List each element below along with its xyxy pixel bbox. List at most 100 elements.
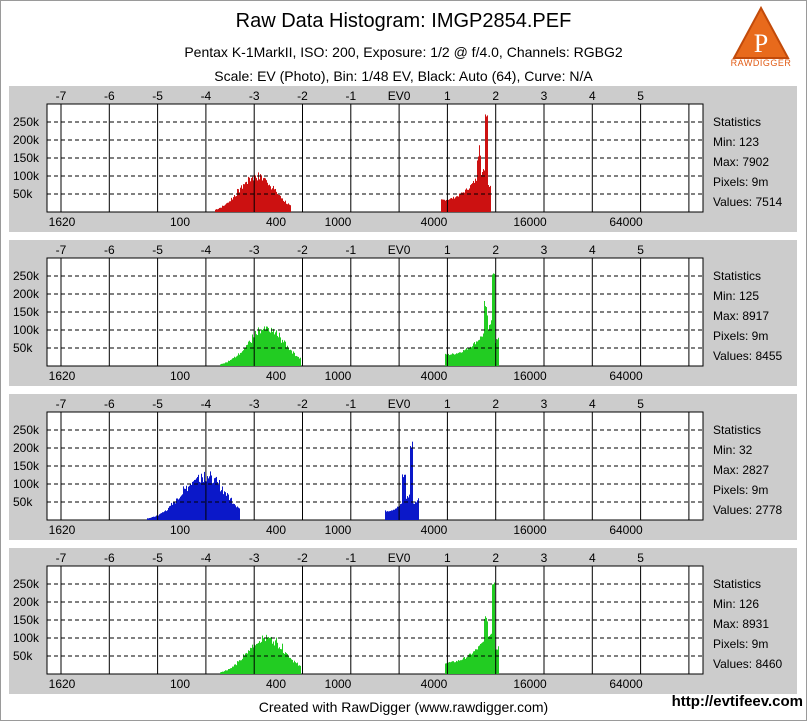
histogram-bar <box>283 200 284 212</box>
histogram-bar <box>412 441 413 520</box>
histogram-bar <box>193 481 194 520</box>
histogram-bar <box>454 354 455 366</box>
histogram-bar <box>482 642 483 674</box>
histogram-bar <box>191 484 192 520</box>
histogram-bar <box>494 582 495 674</box>
histogram-bar <box>490 324 491 366</box>
y-tick-label: 200k <box>13 441 40 455</box>
histogram-bar <box>279 647 280 674</box>
value-tick-label: 64000 <box>609 677 643 691</box>
histogram-bar <box>271 189 272 212</box>
histogram-bar <box>208 478 209 520</box>
histogram-bar <box>264 177 265 212</box>
histogram-bar <box>218 208 219 212</box>
histogram-bar <box>485 616 486 674</box>
histogram-bar <box>451 354 452 366</box>
histogram-bar <box>298 356 299 366</box>
histogram-bar <box>295 356 296 366</box>
histogram-panel-b: 250k 200k 150k 100k 50k -7 -6 -5 -4 -3 -2 -1 EV0 1 2 3 4… <box>9 394 797 540</box>
ev-tick-label: 1 <box>444 89 451 103</box>
histogram-bar <box>221 207 222 212</box>
histogram-bar <box>222 486 223 520</box>
histogram-bar <box>270 637 271 674</box>
histogram-bar <box>457 661 458 674</box>
histogram-bar <box>235 505 236 520</box>
histogram-bar <box>290 657 291 674</box>
histogram-bar <box>473 180 474 212</box>
stat-max: Max: 8931 <box>713 617 770 631</box>
histogram-bar <box>458 196 459 212</box>
y-tick-label: 50k <box>13 649 33 663</box>
histogram-bar <box>487 115 488 212</box>
histogram-bar <box>294 660 295 674</box>
ev-tick-label: 4 <box>589 551 596 565</box>
histogram-bar <box>287 654 288 674</box>
footer-credit[interactable]: Created with RawDigger (www.rawdigger.co… <box>258 699 549 715</box>
value-tick-label: 4000 <box>421 215 448 229</box>
histogram-bar <box>468 189 469 212</box>
y-tick-label: 150k <box>13 305 40 319</box>
histogram-bar <box>165 510 166 520</box>
y-tick-label: 100k <box>13 477 40 491</box>
histogram-bar <box>473 343 474 366</box>
histogram-bar <box>238 507 239 520</box>
histogram-bar <box>452 353 453 366</box>
histogram-bar <box>489 186 490 212</box>
histogram-bar <box>490 634 491 674</box>
histogram-bar <box>223 671 224 674</box>
value-tick-label: 16000 <box>513 215 547 229</box>
value-tick-label: 4000 <box>421 677 448 691</box>
histogram-bar <box>292 353 293 366</box>
histogram-bar <box>290 349 291 366</box>
histogram-bar <box>479 339 480 366</box>
histogram-bar <box>255 330 256 366</box>
histogram-bar <box>279 332 280 366</box>
histogram-bar <box>252 644 253 674</box>
histogram-bar <box>458 660 459 674</box>
stat-max: Max: 8917 <box>713 309 770 323</box>
histogram-bar <box>235 664 236 674</box>
histogram-bar <box>236 195 237 212</box>
histogram-bars <box>220 273 499 366</box>
histogram-bar <box>232 358 233 366</box>
histogram-bar <box>446 663 447 674</box>
histogram-bar <box>236 356 237 366</box>
histogram-bar <box>225 670 226 674</box>
histogram-bar <box>490 185 491 212</box>
histogram-bar <box>217 482 218 520</box>
ev-tick-label: -2 <box>297 243 308 257</box>
histogram-bar <box>253 180 254 212</box>
histogram-bar <box>224 205 225 212</box>
histogram-bar <box>255 645 256 674</box>
y-tick-label: 150k <box>13 613 40 627</box>
histogram-bar <box>225 492 226 520</box>
y-tick-label: 250k <box>13 269 40 283</box>
histogram-bar <box>270 186 271 212</box>
histogram-chart-b: 250k 200k 150k 100k 50k -7 -6 -5 -4 -3 -2 -1 EV0 1 2 3 4… <box>13 397 704 537</box>
histogram-bar <box>297 356 298 366</box>
value-tick-label: 1620 <box>49 215 76 229</box>
histogram-bar <box>231 497 232 520</box>
histogram-bar <box>474 651 475 674</box>
histogram-bar <box>475 649 476 674</box>
histogram-bar <box>285 200 286 212</box>
histogram-bar <box>463 657 464 674</box>
histogram-bar <box>462 192 463 212</box>
histogram-bar <box>281 198 282 212</box>
histogram-bar <box>476 341 477 366</box>
histogram-bar <box>237 506 238 520</box>
histogram-bar <box>474 342 475 366</box>
histogram-bar <box>396 508 397 520</box>
y-tick-label: 200k <box>13 595 40 609</box>
histogram-bar <box>282 643 283 674</box>
histogram-bar <box>229 201 230 212</box>
histogram-bar <box>296 355 297 366</box>
histogram-bar <box>392 510 393 520</box>
histogram-bar <box>479 145 480 212</box>
histogram-bar <box>175 503 176 520</box>
histogram-bar <box>220 364 221 366</box>
y-tick-label: 50k <box>13 341 33 355</box>
histogram-bar <box>291 659 292 674</box>
histogram-bar <box>461 660 462 674</box>
histogram-panel-g2: 250k 200k 150k 100k 50k -7 -6 -5 -4 -3 -2 -1 EV0 1 2 3 4… <box>9 548 797 694</box>
